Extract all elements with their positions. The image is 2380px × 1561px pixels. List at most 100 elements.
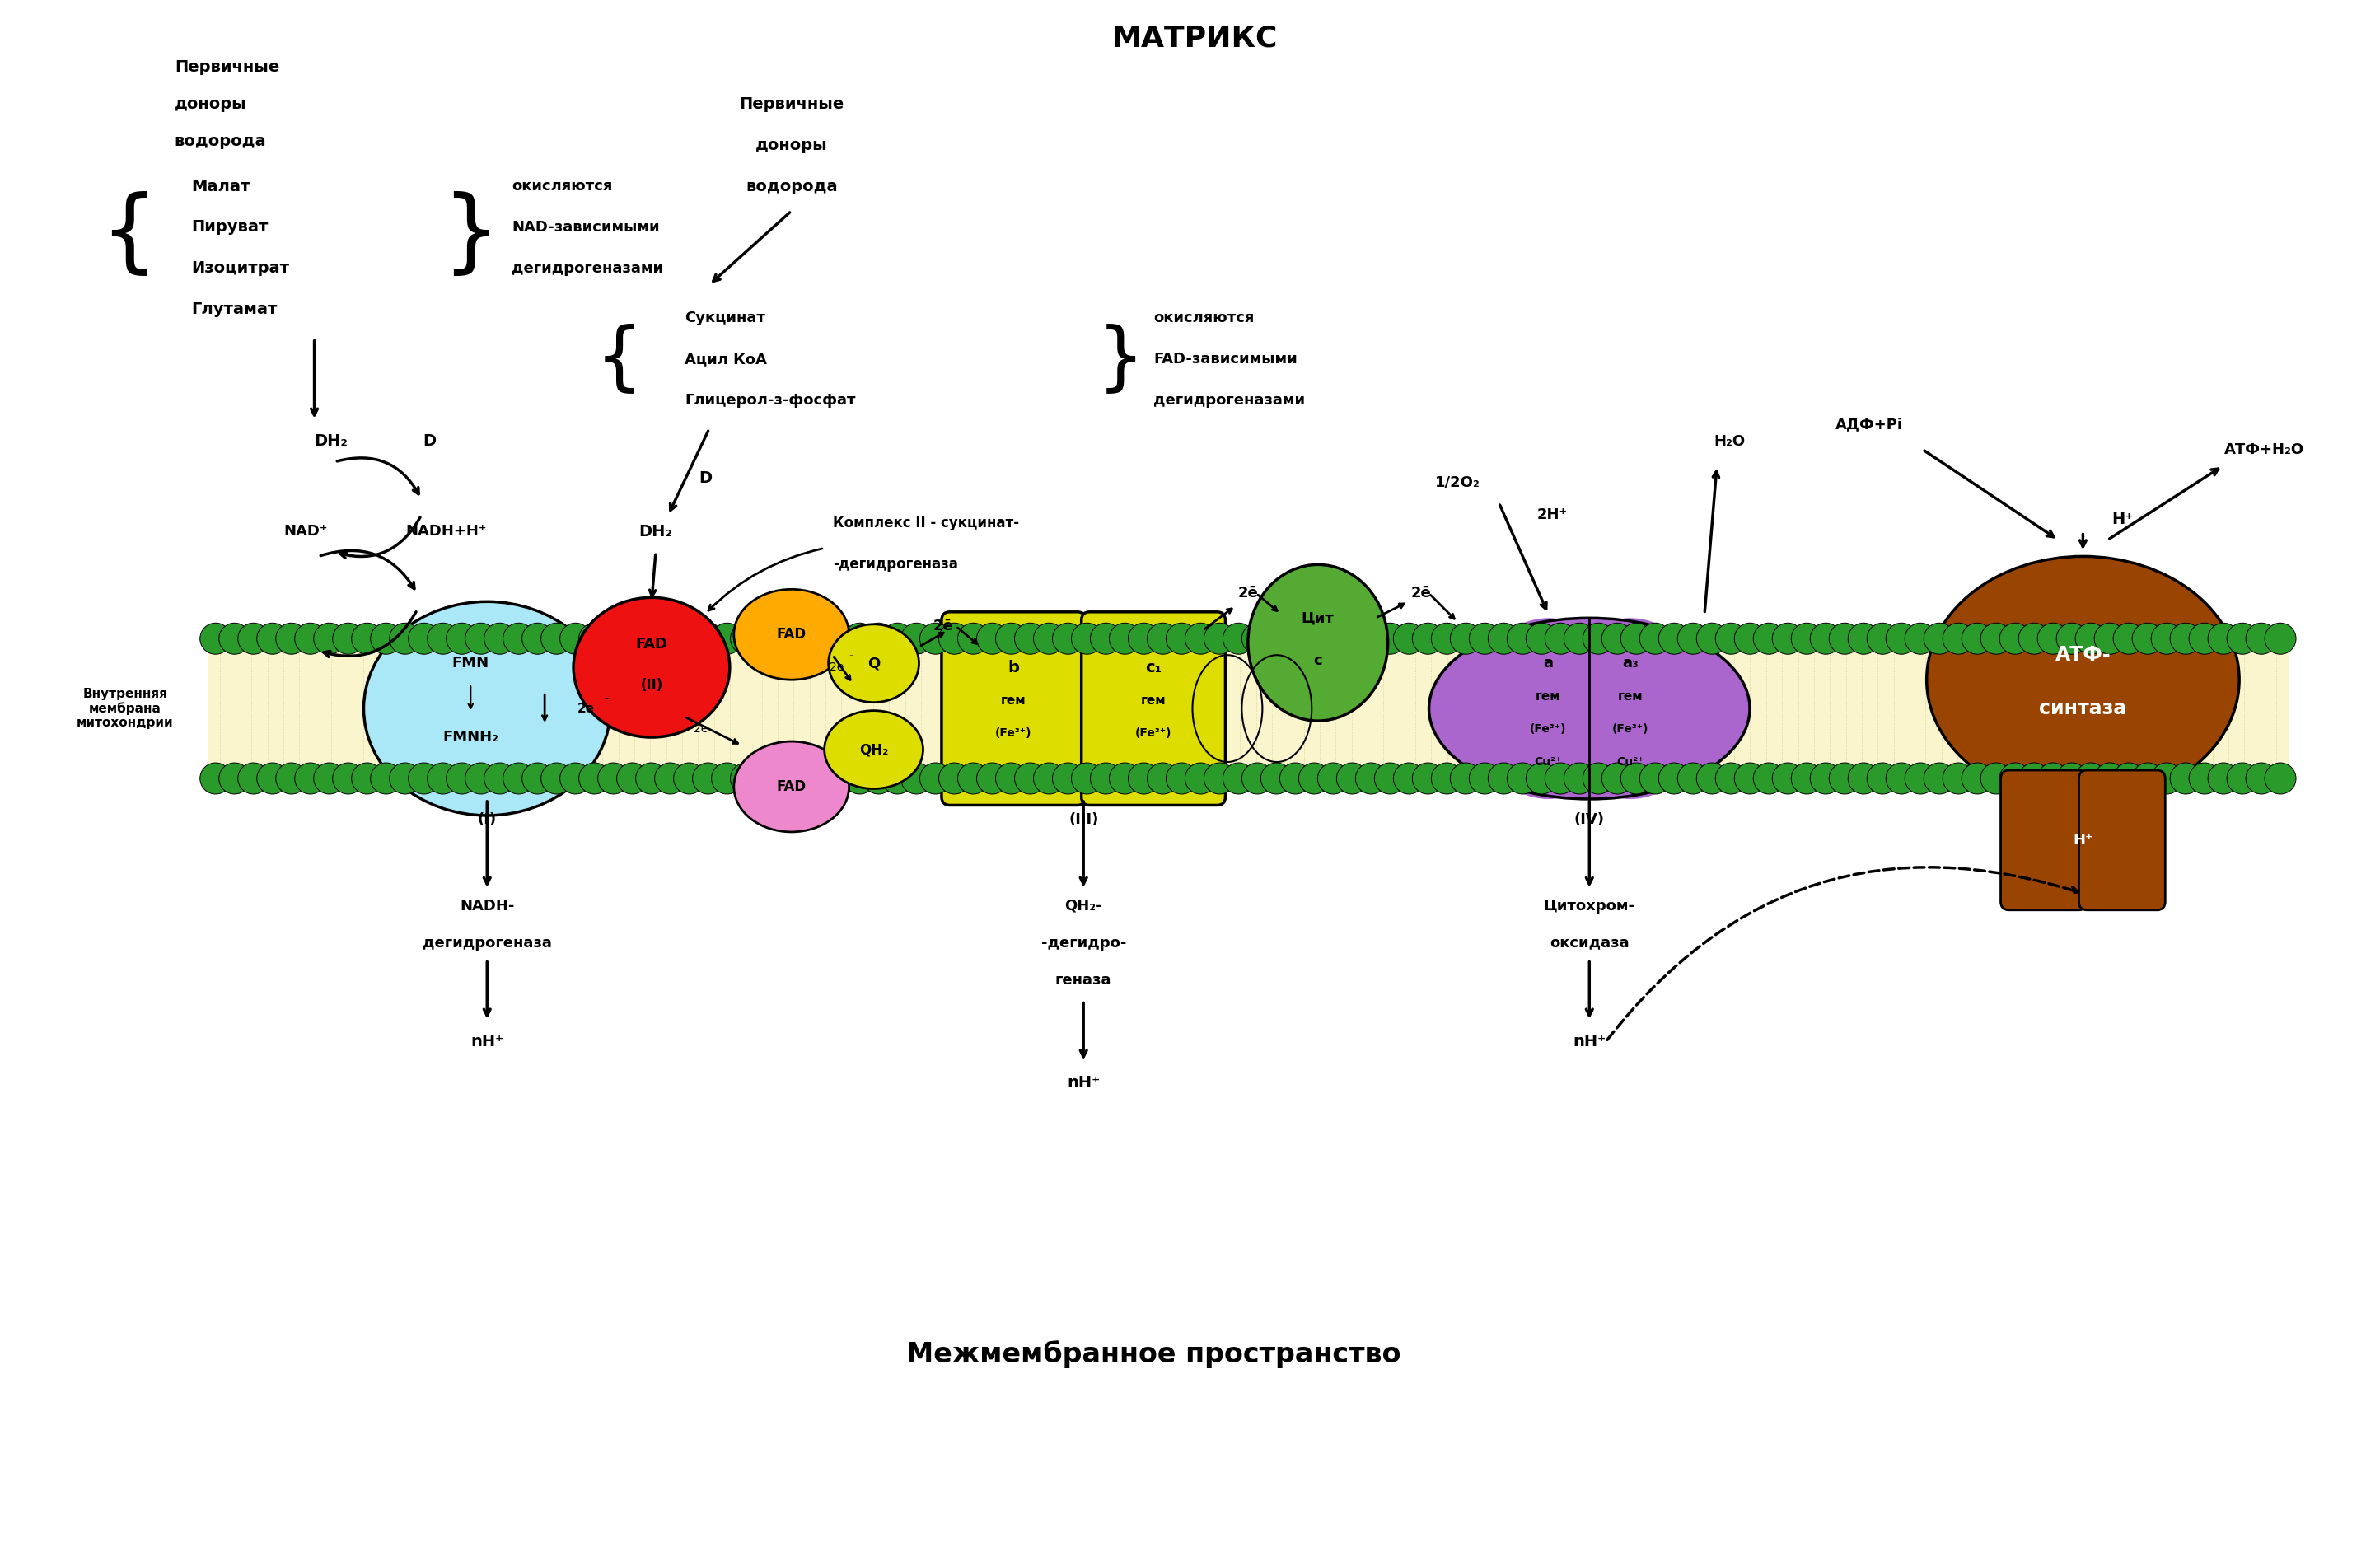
- Circle shape: [2075, 623, 2106, 654]
- Circle shape: [674, 763, 704, 795]
- Circle shape: [2190, 763, 2221, 795]
- Text: 2ē: 2ē: [1238, 585, 1259, 601]
- Circle shape: [2056, 763, 2087, 795]
- Circle shape: [521, 623, 552, 654]
- Circle shape: [1980, 623, 2011, 654]
- Circle shape: [957, 763, 990, 795]
- Circle shape: [1392, 623, 1426, 654]
- Circle shape: [1754, 763, 1785, 795]
- Circle shape: [1090, 763, 1121, 795]
- FancyBboxPatch shape: [2078, 770, 2166, 910]
- Ellipse shape: [823, 710, 923, 788]
- Text: гем: гем: [1535, 690, 1561, 702]
- Circle shape: [2075, 763, 2106, 795]
- Circle shape: [1449, 763, 1480, 795]
- Text: NADH-: NADH-: [459, 899, 514, 913]
- Circle shape: [1280, 763, 1311, 795]
- Circle shape: [1071, 763, 1102, 795]
- Text: оксидаза: оксидаза: [1549, 935, 1630, 951]
- Circle shape: [1338, 763, 1368, 795]
- Circle shape: [883, 763, 914, 795]
- Circle shape: [1468, 763, 1499, 795]
- Circle shape: [1185, 623, 1216, 654]
- Circle shape: [2247, 623, 2278, 654]
- Circle shape: [1488, 623, 1518, 654]
- Circle shape: [371, 623, 402, 654]
- Text: nH⁺: nH⁺: [1573, 1033, 1607, 1049]
- Text: H⁺: H⁺: [2111, 512, 2132, 528]
- Circle shape: [1942, 623, 1973, 654]
- Text: D: D: [697, 470, 712, 485]
- Text: QH₂: QH₂: [859, 741, 888, 757]
- Circle shape: [1640, 763, 1671, 795]
- Circle shape: [976, 623, 1007, 654]
- Circle shape: [219, 623, 250, 654]
- Circle shape: [1980, 763, 2011, 795]
- Text: Первичные: Первичные: [740, 97, 845, 112]
- Circle shape: [1923, 763, 1954, 795]
- Ellipse shape: [574, 598, 731, 737]
- Circle shape: [295, 763, 326, 795]
- Circle shape: [276, 623, 307, 654]
- Circle shape: [1204, 623, 1235, 654]
- Circle shape: [1507, 623, 1537, 654]
- Text: FMN: FMN: [452, 656, 490, 671]
- Text: Внутренняя
мембрана
митохондрии: Внутренняя мембрана митохондрии: [76, 688, 174, 729]
- Circle shape: [1678, 623, 1709, 654]
- Text: водорода: водорода: [174, 133, 267, 148]
- Circle shape: [314, 623, 345, 654]
- Text: 2e: 2e: [695, 723, 709, 735]
- Circle shape: [938, 623, 971, 654]
- Text: дегидрогеназами: дегидрогеназами: [512, 261, 664, 276]
- Text: Цит: Цит: [1302, 610, 1335, 626]
- Circle shape: [1904, 763, 1935, 795]
- Circle shape: [1754, 623, 1785, 654]
- Circle shape: [750, 623, 781, 654]
- Ellipse shape: [1247, 565, 1388, 721]
- Text: H₂O: H₂O: [1714, 434, 1745, 448]
- Circle shape: [1014, 763, 1045, 795]
- Circle shape: [1357, 763, 1388, 795]
- Ellipse shape: [733, 741, 850, 832]
- Text: Сукцинат: Сукцинат: [685, 311, 764, 325]
- Circle shape: [2113, 763, 2144, 795]
- FancyBboxPatch shape: [2002, 770, 2087, 910]
- Circle shape: [2132, 763, 2163, 795]
- Circle shape: [1128, 763, 1159, 795]
- Circle shape: [1830, 763, 1861, 795]
- Circle shape: [1621, 763, 1652, 795]
- Text: {: {: [100, 192, 159, 279]
- Text: водорода: водорода: [745, 178, 838, 194]
- Ellipse shape: [1554, 618, 1706, 799]
- Circle shape: [995, 763, 1026, 795]
- Circle shape: [1052, 623, 1083, 654]
- Ellipse shape: [1928, 556, 2240, 802]
- Circle shape: [635, 763, 666, 795]
- Circle shape: [2171, 623, 2202, 654]
- Circle shape: [1392, 763, 1426, 795]
- Circle shape: [1773, 763, 1804, 795]
- Circle shape: [1147, 623, 1178, 654]
- Circle shape: [1128, 623, 1159, 654]
- Circle shape: [674, 623, 704, 654]
- Text: NAD-зависимыми: NAD-зависимыми: [512, 220, 659, 234]
- Text: Первичные: Первичные: [174, 59, 278, 75]
- Text: гем: гем: [1618, 690, 1642, 702]
- Text: АТФ+Н₂О: АТФ+Н₂О: [2223, 442, 2304, 457]
- Circle shape: [1999, 763, 2030, 795]
- Circle shape: [1545, 763, 1576, 795]
- Text: ⁻: ⁻: [850, 654, 854, 662]
- Text: Ацил КоА: Ацил КоА: [685, 351, 766, 367]
- Circle shape: [1526, 763, 1557, 795]
- Circle shape: [635, 623, 666, 654]
- Circle shape: [276, 763, 307, 795]
- Text: Cu²⁺: Cu²⁺: [1535, 756, 1561, 768]
- Circle shape: [1109, 623, 1140, 654]
- FancyBboxPatch shape: [1081, 612, 1226, 805]
- Circle shape: [597, 763, 628, 795]
- Text: }: }: [1097, 323, 1145, 395]
- Text: Изоцитрат: Изоцитрат: [190, 261, 288, 276]
- Circle shape: [1109, 763, 1140, 795]
- Text: 2ē: 2ē: [1411, 585, 1430, 601]
- Text: окисляются: окисляются: [512, 180, 612, 194]
